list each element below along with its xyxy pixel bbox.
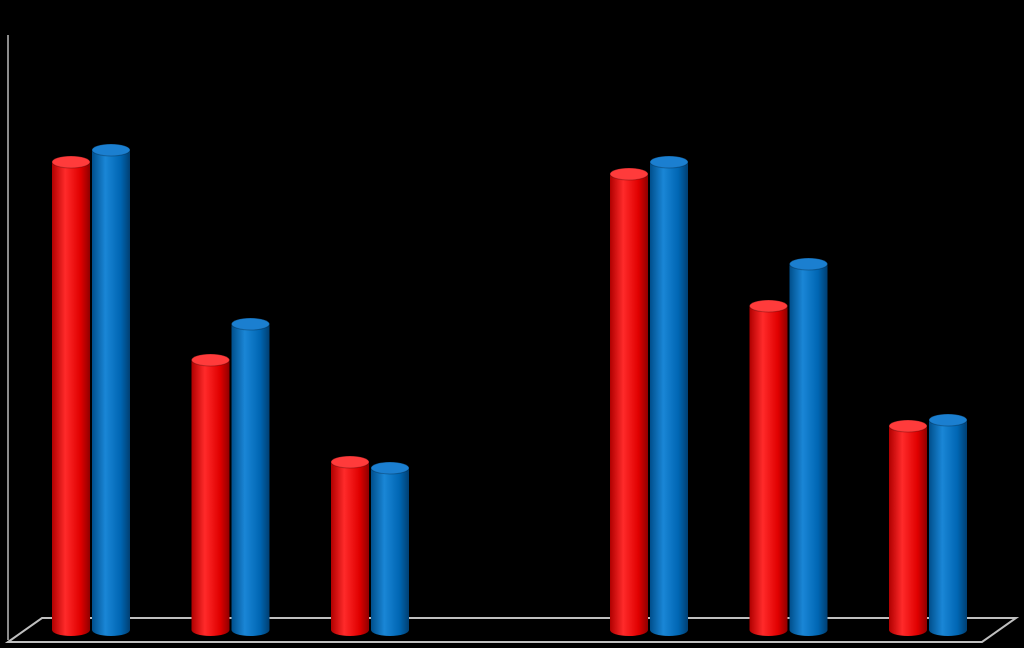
bar-body (371, 468, 409, 636)
bar-body (650, 162, 688, 636)
bar-s0-c5 (749, 299, 788, 636)
bar-body (92, 150, 130, 636)
bar-cap (231, 317, 270, 331)
bar-body (52, 162, 90, 636)
bar-cap (91, 143, 131, 157)
bar-body (789, 264, 828, 636)
bar-cap (370, 461, 410, 475)
bar-body (610, 174, 648, 636)
bar-s1-c2 (370, 461, 410, 636)
bar-s0-c4 (609, 167, 649, 636)
bar-body (929, 420, 967, 636)
bar-cap (609, 167, 649, 181)
bar-cap (749, 299, 788, 313)
bar-body (231, 324, 270, 636)
bar-s1-c6 (928, 413, 968, 636)
bar-body (749, 306, 788, 636)
bar-s1-c5 (789, 257, 828, 636)
bar-s1-c1 (231, 317, 270, 636)
bar-cap (888, 419, 928, 433)
bar-cap (928, 413, 968, 427)
bar-s0-c6 (888, 419, 928, 636)
bar-series-group (51, 143, 968, 636)
bar-body (331, 462, 369, 636)
bar-cap (330, 455, 370, 469)
bar-s0-c2 (330, 455, 370, 636)
bar-body (889, 426, 927, 636)
bar-cap (649, 155, 689, 169)
bar-cap (191, 353, 230, 367)
bar-cap (51, 155, 91, 169)
bar-s1-c0 (91, 143, 131, 636)
bar-s0-c1 (191, 353, 230, 636)
bar-s1-c4 (649, 155, 689, 636)
bar-s0-c0 (51, 155, 91, 636)
bar-body (191, 360, 230, 636)
bar-cap (789, 257, 828, 271)
chart-floor (4, 617, 1020, 643)
